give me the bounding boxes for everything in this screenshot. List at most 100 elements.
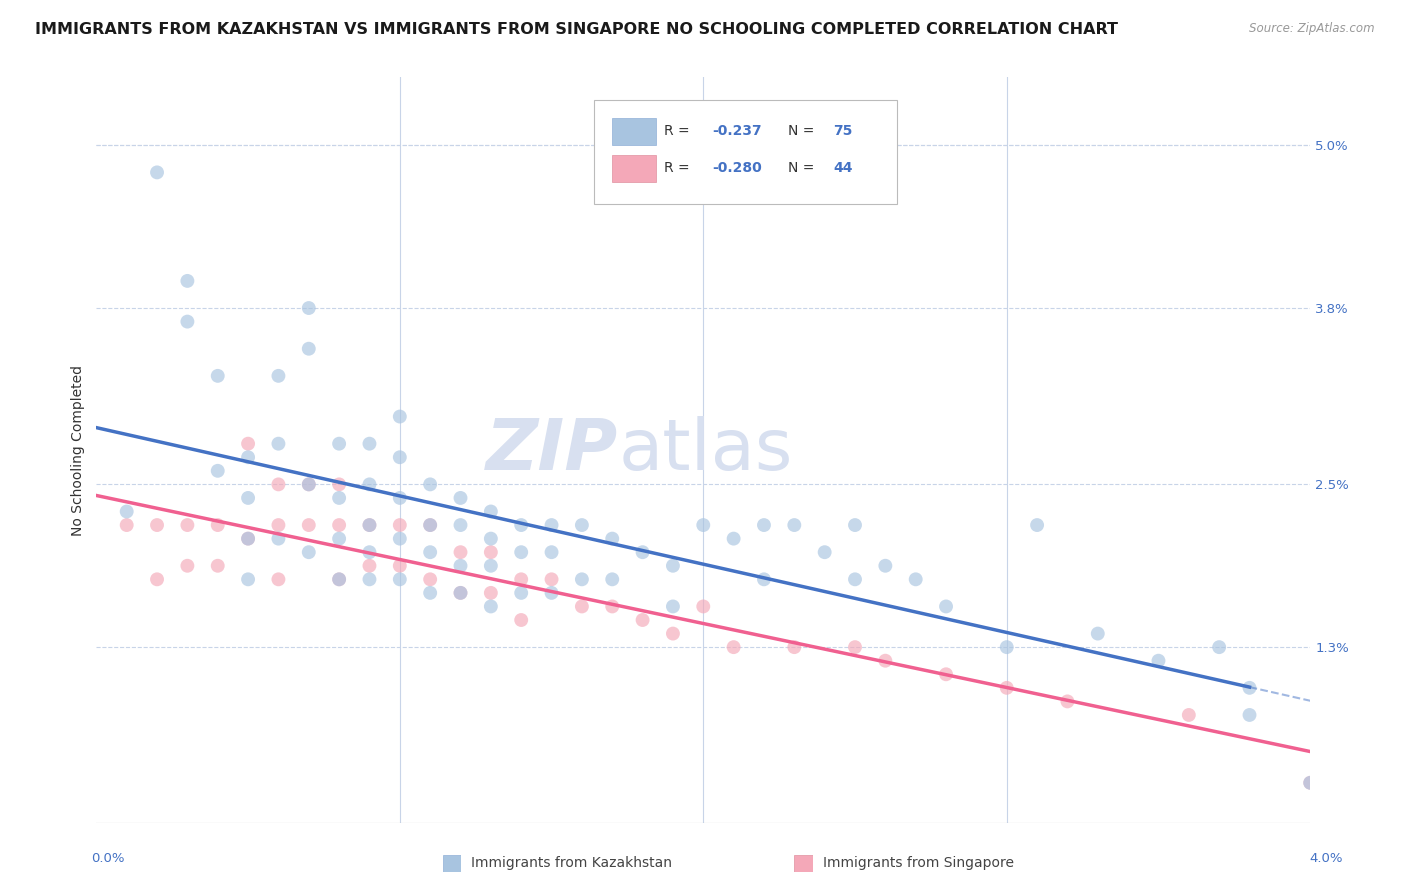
Point [146, 165, 169, 179]
Point [631, 613, 654, 627]
Point [752, 572, 775, 586]
Point [1147, 654, 1170, 668]
Point [328, 491, 350, 505]
Point [450, 586, 472, 600]
Point [631, 545, 654, 559]
Text: 44: 44 [834, 161, 852, 176]
Point [479, 532, 502, 546]
Point [298, 477, 321, 491]
Point [267, 436, 290, 450]
Point [450, 545, 472, 559]
Point [692, 518, 714, 533]
Point [419, 477, 441, 491]
Point [298, 477, 321, 491]
Point [692, 599, 714, 614]
Point [510, 545, 533, 559]
Point [359, 572, 381, 586]
Point [752, 518, 775, 533]
Point [176, 518, 198, 533]
Point [176, 558, 198, 573]
Point [1056, 694, 1078, 708]
Point [571, 599, 593, 614]
Point [419, 586, 441, 600]
Point [723, 640, 745, 654]
Point [783, 518, 806, 533]
Point [1299, 776, 1322, 790]
Point [540, 586, 562, 600]
FancyBboxPatch shape [612, 155, 657, 182]
Point [328, 518, 350, 533]
Y-axis label: No Schooling Completed: No Schooling Completed [72, 365, 86, 536]
Point [814, 545, 837, 559]
Text: -0.237: -0.237 [711, 124, 762, 138]
Point [540, 545, 562, 559]
Point [995, 640, 1018, 654]
Point [935, 599, 957, 614]
Text: N =: N = [789, 161, 820, 176]
Point [875, 558, 897, 573]
Text: Immigrants from Kazakhstan: Immigrants from Kazakhstan [471, 856, 672, 871]
Point [236, 436, 259, 450]
Point [1299, 776, 1322, 790]
Point [419, 545, 441, 559]
Point [844, 518, 866, 533]
Point [510, 572, 533, 586]
Point [298, 301, 321, 315]
Point [600, 532, 623, 546]
Point [479, 504, 502, 518]
Point [1178, 708, 1201, 723]
Text: -0.280: -0.280 [711, 161, 762, 176]
Point [388, 450, 411, 465]
Point [207, 558, 229, 573]
Text: atlas: atlas [619, 416, 793, 485]
Point [359, 518, 381, 533]
Text: R =: R = [665, 124, 695, 138]
Point [1087, 626, 1109, 640]
Text: 75: 75 [834, 124, 852, 138]
Text: Immigrants from Singapore: Immigrants from Singapore [823, 856, 1014, 871]
Point [479, 558, 502, 573]
Point [328, 477, 350, 491]
Point [450, 518, 472, 533]
Point [510, 613, 533, 627]
Point [176, 315, 198, 329]
Point [450, 586, 472, 600]
Point [540, 572, 562, 586]
Point [450, 491, 472, 505]
Text: N =: N = [789, 124, 820, 138]
Point [328, 572, 350, 586]
Point [662, 558, 685, 573]
Point [298, 545, 321, 559]
Point [359, 558, 381, 573]
Point [267, 572, 290, 586]
Point [236, 532, 259, 546]
Point [115, 518, 138, 533]
Point [904, 572, 927, 586]
FancyBboxPatch shape [612, 118, 657, 145]
Point [662, 599, 685, 614]
Point [479, 545, 502, 559]
Text: ZIP: ZIP [486, 416, 619, 485]
Point [600, 599, 623, 614]
Point [359, 436, 381, 450]
Point [115, 504, 138, 518]
Point [419, 518, 441, 533]
Point [267, 532, 290, 546]
Point [359, 477, 381, 491]
Point [1026, 518, 1049, 533]
Point [236, 491, 259, 505]
Point [359, 545, 381, 559]
Point [479, 599, 502, 614]
Point [359, 518, 381, 533]
Point [176, 274, 198, 288]
Point [479, 586, 502, 600]
Point [388, 409, 411, 424]
Point [388, 572, 411, 586]
Point [783, 640, 806, 654]
Point [207, 518, 229, 533]
Point [450, 558, 472, 573]
Point [935, 667, 957, 681]
Point [419, 572, 441, 586]
Text: 4.0%: 4.0% [1309, 852, 1343, 864]
Point [388, 491, 411, 505]
